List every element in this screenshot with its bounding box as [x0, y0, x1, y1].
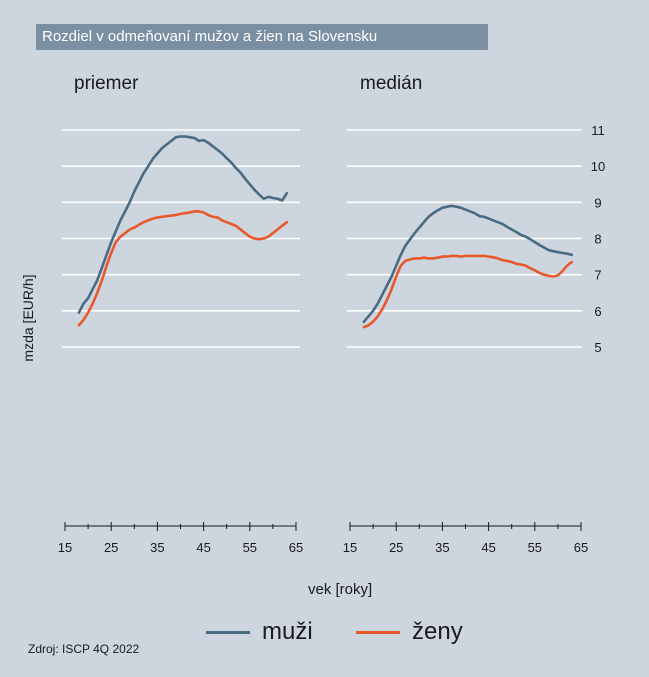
y-tick-label: 11 — [591, 123, 605, 138]
y-tick-label: 9 — [594, 195, 601, 210]
y-tick-label: 8 — [594, 232, 601, 247]
x-tick-label: 35 — [435, 540, 449, 555]
x-tick-label: 15 — [58, 540, 72, 555]
legend-item-zeny: ženy — [356, 618, 463, 646]
source-note: Zdroj: ISCP 4Q 2022 — [28, 642, 140, 656]
series-line-muzi — [77, 135, 289, 314]
y-tick-label: 7 — [594, 268, 601, 283]
x-tick-label: 55 — [243, 540, 257, 555]
y-tick-label: 6 — [594, 304, 601, 319]
series-line-zeny — [77, 210, 289, 327]
y-tick-label: 10 — [591, 159, 605, 174]
series-line-zeny — [362, 254, 574, 329]
legend-item-muzi: muži — [206, 618, 313, 646]
x-tick-label: 15 — [343, 540, 357, 555]
x-tick-label: 45 — [481, 540, 495, 555]
panel-title-priemer: priemer — [74, 73, 139, 94]
legend-line-muzi — [206, 630, 250, 634]
x-tick-label: 25 — [104, 540, 118, 555]
x-tick-label: 45 — [196, 540, 210, 555]
legend-line-zeny — [356, 630, 400, 634]
legend-label-zeny: ženy — [412, 618, 463, 645]
x-tick-label: 65 — [574, 540, 588, 555]
x-tick-label: 55 — [528, 540, 542, 555]
series-line-muzi — [362, 204, 574, 324]
legend-label-muzi: muži — [262, 618, 313, 645]
x-tick-label: 25 — [389, 540, 403, 555]
x-tick-label: 65 — [289, 540, 303, 555]
x-tick-label: 35 — [150, 540, 164, 555]
y-tick-label: 5 — [594, 340, 601, 355]
chart-title: Rozdiel v odmeňovaní mužov a žien na Slo… — [36, 24, 488, 50]
x-axis-label: vek [roky] — [308, 581, 373, 598]
panel-title-median: medián — [360, 73, 423, 94]
